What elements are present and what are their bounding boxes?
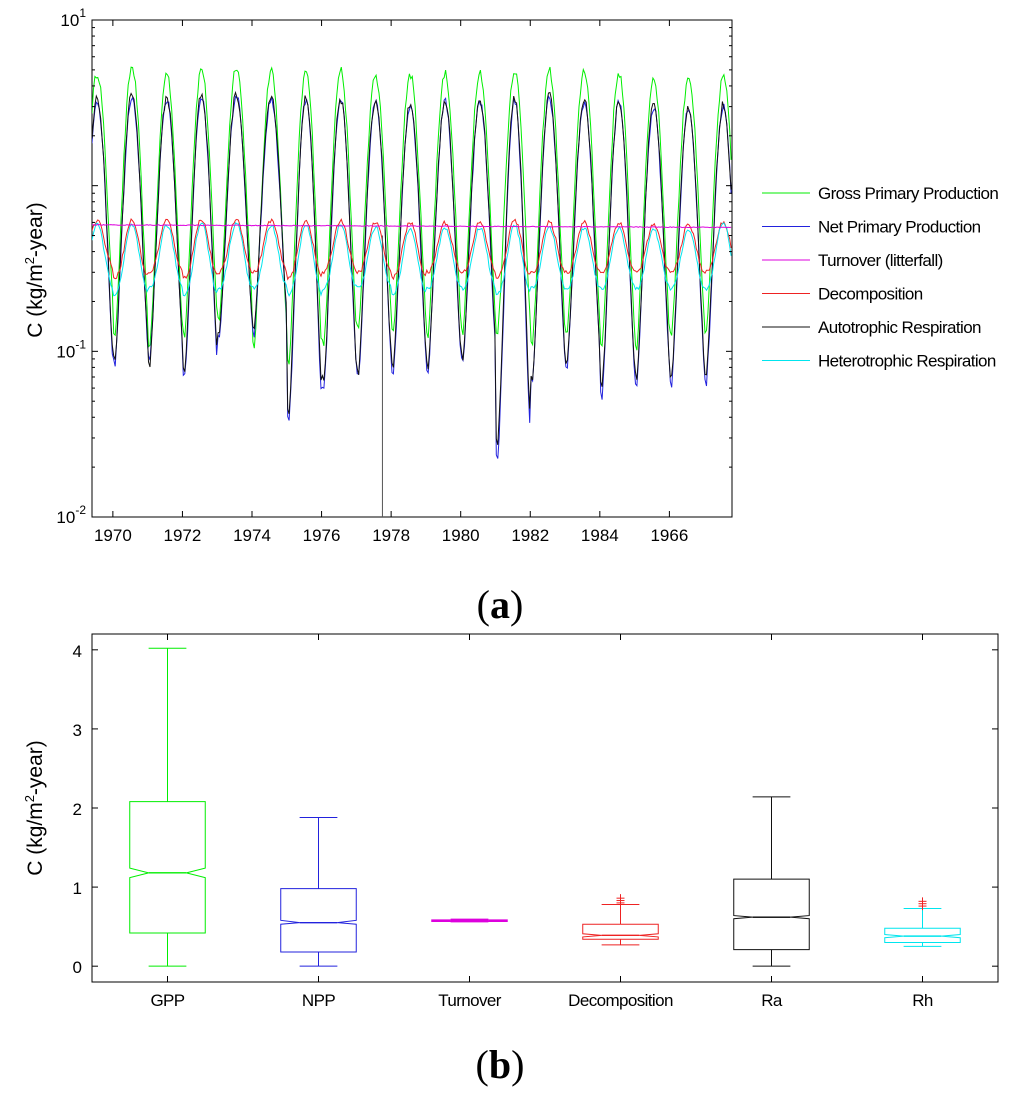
panel-a-axis-ticks: 1970 1972 1974 1976 1978 1980 1982 1984 1966 10-2…: [56, 6, 732, 545]
x-category-label: Rh: [912, 991, 933, 1010]
legend-entry: Autotrophic Respiration: [818, 318, 981, 337]
box-ra: [733, 796, 810, 967]
legend-entry: Decomposition: [818, 285, 923, 304]
series-line-0: [92, 66, 732, 365]
series-line-3: [92, 217, 732, 281]
box-body: [431, 919, 508, 922]
series-line-5: [92, 221, 732, 297]
box-gpp: [129, 647, 206, 967]
x-category-label: NPP: [302, 991, 335, 1010]
box-body: [582, 923, 659, 940]
box-body: [733, 878, 810, 951]
panel-b-box-plot: 0 1 2 3 4 GPP NPP Turnover Decomposition Ra Rh C (…: [22, 633, 999, 1087]
x-category-label: Decomposition: [568, 991, 673, 1010]
panel-b-boxes: [129, 647, 961, 967]
x-tick-label: 1978: [372, 526, 410, 545]
series-line-2: [92, 223, 732, 229]
legend-entry: Net Primary Production: [818, 218, 981, 237]
panel-a-line-chart: 1970 1972 1974 1976 1978 1980 1982 1984 1966 10-2…: [22, 6, 999, 627]
panel-a-y-axis-label: C (kg/m2-year): [22, 202, 47, 338]
panel-a-label: (a): [477, 582, 524, 627]
panel-b-y-axis-label: C (kg/m2-year): [22, 740, 47, 876]
x-category-label: GPP: [150, 991, 184, 1010]
legend-entry: Heterotrophic Respiration: [818, 352, 996, 371]
box-body: [129, 801, 206, 934]
panel-a-plot-area: [91, 19, 733, 518]
x-tick-label: 1976: [303, 526, 341, 545]
panel-b-label: (b): [476, 1042, 525, 1087]
x-category-label: Turnover: [438, 991, 502, 1010]
x-tick-label: 1970: [94, 526, 132, 545]
box-decomposition: [582, 894, 659, 946]
y-tick-label: 1: [73, 879, 82, 898]
x-tick-label: 1972: [164, 526, 202, 545]
panel-a-legend: Gross Primary Production Net Primary Prod…: [762, 184, 999, 371]
box-body: [884, 927, 961, 943]
x-tick-label: 1984: [581, 526, 619, 545]
panel-b-axis-ticks: 0 1 2 3 4 GPP NPP Turnover Decomposition Ra Rh: [73, 634, 998, 1010]
panel-b-plot-area: [91, 633, 999, 983]
x-category-label: Ra: [761, 991, 783, 1010]
box-npp: [280, 816, 357, 967]
y-tick-label: 0: [73, 958, 82, 977]
x-tick-label: 1966: [650, 526, 688, 545]
legend-entry: Turnover (litterfall): [818, 251, 943, 270]
panel-a-series-group: [92, 66, 732, 459]
y-tick-label: 10-2: [56, 503, 86, 527]
y-tick-label: 4: [73, 642, 82, 661]
legend-entry: Gross Primary Production: [818, 184, 998, 203]
box-rh: [884, 897, 961, 947]
x-tick-label: 1974: [233, 526, 271, 545]
series-line-4: [92, 90, 732, 446]
y-tick-label: 3: [73, 721, 82, 740]
y-tick-label: 2: [73, 800, 82, 819]
y-tick-label: 10-1: [56, 337, 86, 361]
box-turnover: [431, 918, 508, 923]
x-tick-label: 1980: [442, 526, 480, 545]
y-tick-label: 101: [60, 6, 86, 30]
box-body: [280, 888, 357, 953]
x-tick-label: 1982: [511, 526, 549, 545]
